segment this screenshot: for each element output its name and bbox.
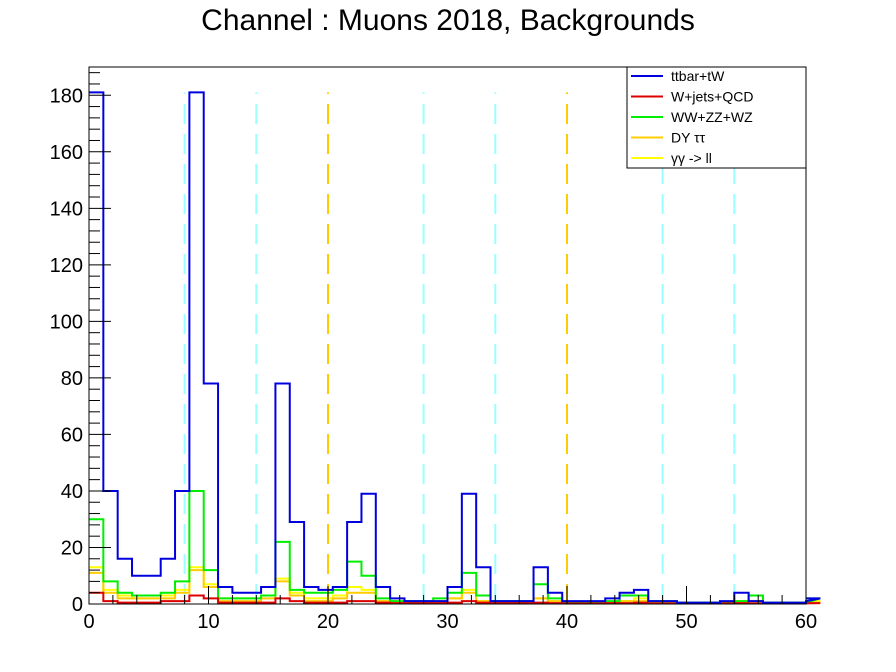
series-layer xyxy=(89,91,821,605)
legend: ttbar+tW W+jets+QCD WW+ZZ+WZ DY ττ γγ -> ll xyxy=(626,66,807,169)
y-tick-label-6: 120 xyxy=(50,255,83,277)
legend-label-1: W+jets+QCD xyxy=(671,89,753,105)
legend-label-4: γγ -> ll xyxy=(671,150,712,166)
y-tick-label-3: 60 xyxy=(61,424,83,446)
y-tick-label-0: 0 xyxy=(72,594,83,616)
y-tick-label-9: 180 xyxy=(50,85,83,107)
y-tick-label-5: 100 xyxy=(50,311,83,333)
y-tick-label-4: 80 xyxy=(61,368,83,390)
x-tick-label-0: 0 xyxy=(83,611,94,633)
x-tick-label-1: 10 xyxy=(197,611,219,633)
x-tick-label-2: 20 xyxy=(317,611,339,633)
legend-label-3: DY ττ xyxy=(671,130,706,146)
y-tick-label-8: 160 xyxy=(50,142,83,164)
legend-label-2: WW+ZZ+WZ xyxy=(671,109,753,125)
x-tick-label-4: 40 xyxy=(556,611,578,633)
x-tick-label-3: 30 xyxy=(436,611,458,633)
x-tick-label-5: 50 xyxy=(675,611,697,633)
y-tick-label-2: 40 xyxy=(61,481,83,503)
series-0-line xyxy=(89,91,821,604)
axes-layer: 0 10 20 30 40 50 60 0 20 40 60 80 100 120 140 160 180 xyxy=(50,72,817,633)
x-tick-label-6: 60 xyxy=(795,611,817,633)
vertical-lines-layer xyxy=(183,92,736,604)
legend-label-0: ttbar+tW xyxy=(671,68,725,84)
y-tick-label-7: 140 xyxy=(50,198,83,220)
y-tick-label-1: 20 xyxy=(61,537,83,559)
series-2-line xyxy=(89,489,821,604)
chart-title: Channel : Muons 2018, Backgrounds xyxy=(201,4,695,37)
